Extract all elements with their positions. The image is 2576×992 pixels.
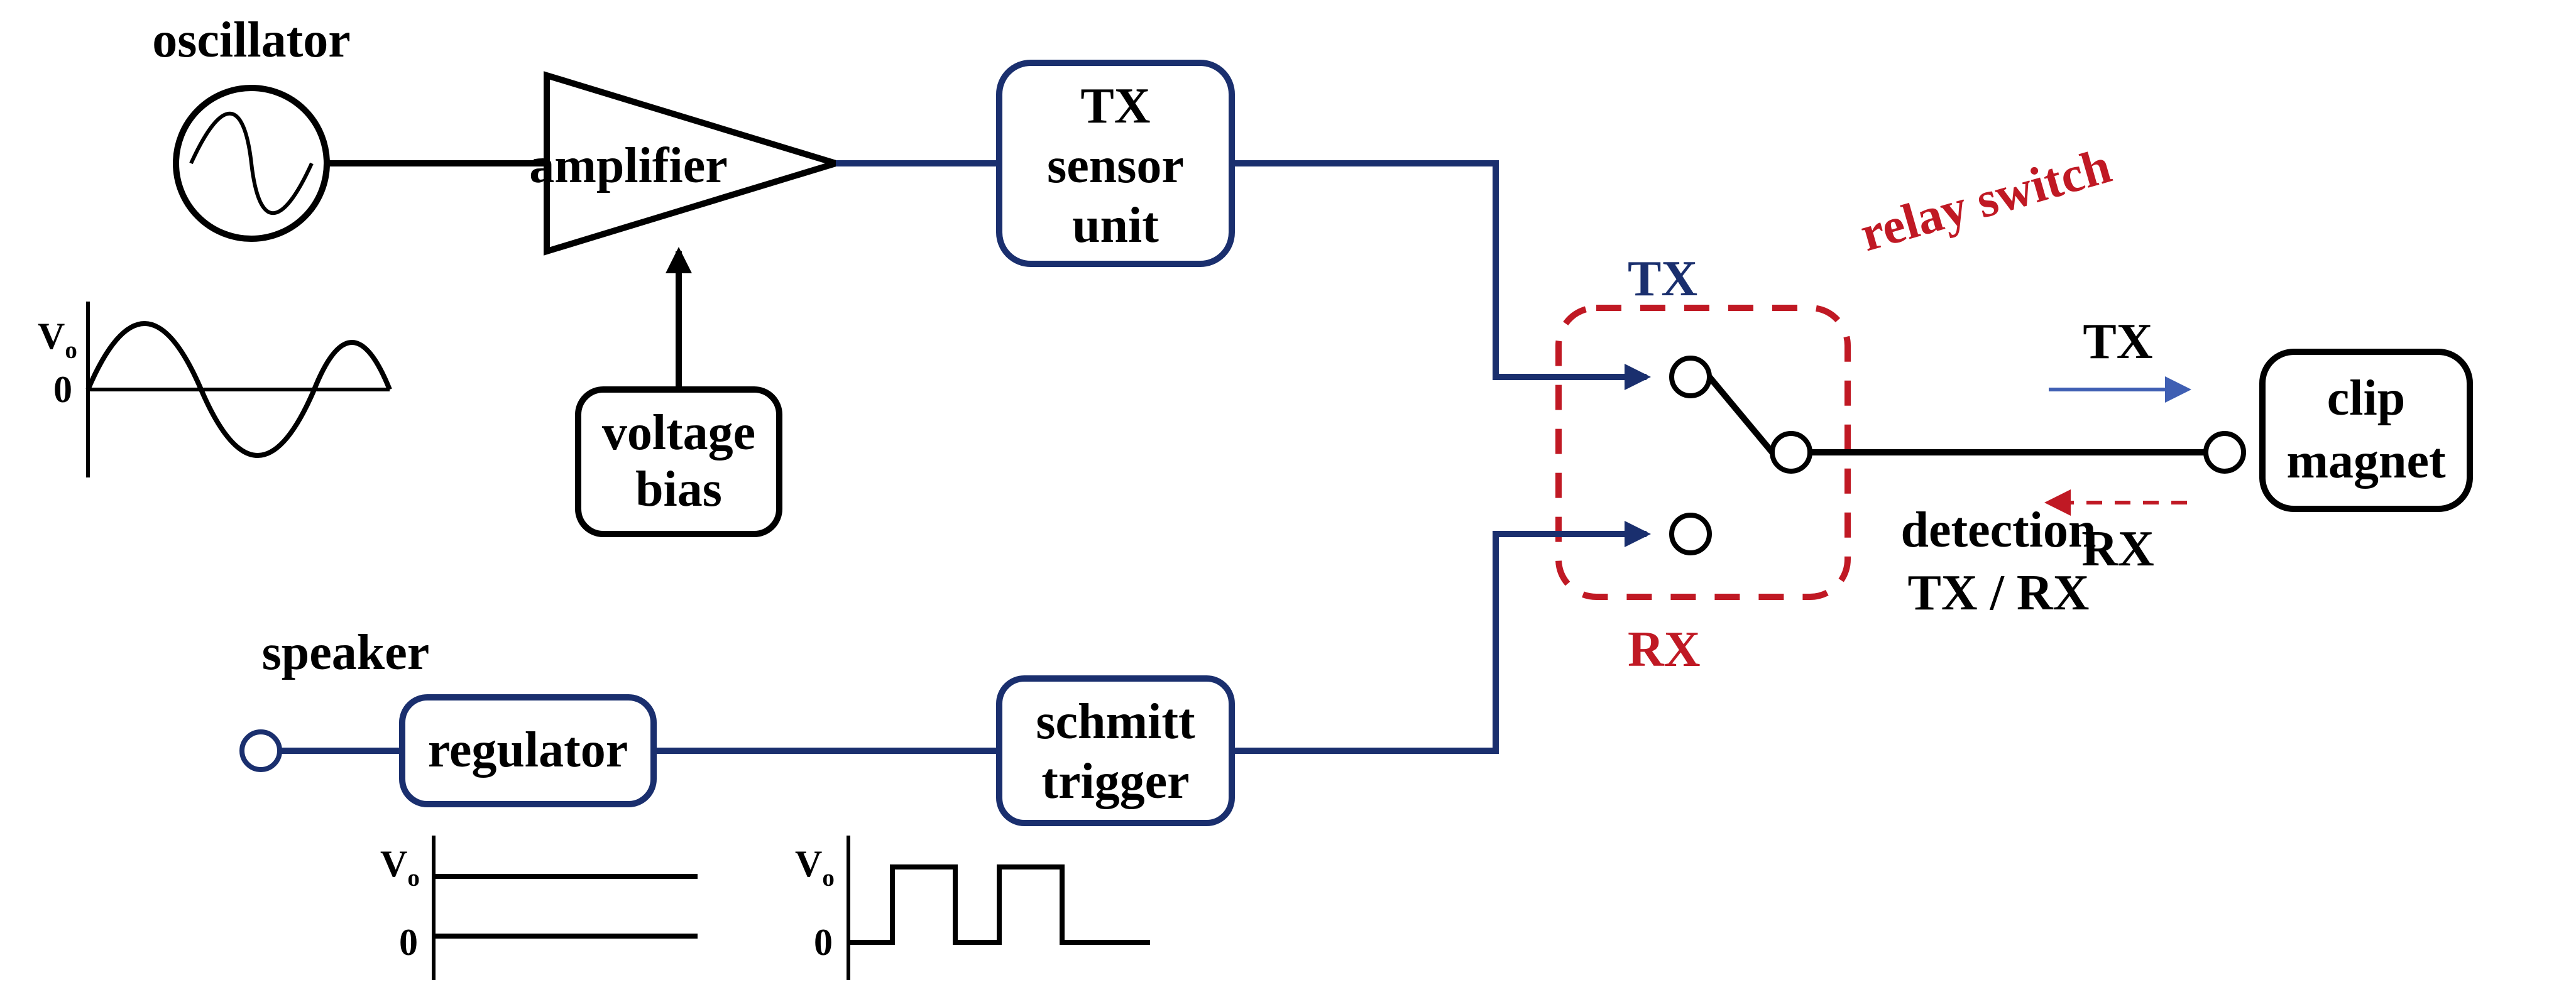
square-plot-curve [848, 867, 1150, 942]
detection-label-l1: detection [1900, 503, 2096, 558]
relay-rx-label: RX [1628, 622, 1701, 677]
sine-zero-label: 0 [53, 369, 72, 410]
relay-switch-label: relay switch [1855, 138, 2117, 262]
wire-tx-to-relay [1232, 163, 1647, 377]
relay-mid-icon [1772, 433, 1810, 471]
speaker-label: speaker [262, 625, 430, 680]
relay-tx-label: TX [1628, 251, 1697, 307]
wire-relay-tx-to-mid [1709, 377, 1772, 452]
clip-magnet-label-l2: magnet [2286, 433, 2446, 489]
schmitt-label-l2: trigger [1041, 754, 1189, 809]
dc-vo-label: Vo [380, 843, 420, 891]
amplifier-label: amplifier [529, 138, 727, 193]
schmitt-label-l1: schmitt [1036, 694, 1195, 749]
rx-arrow-label: RX [2081, 521, 2154, 577]
tx-sensor-label-l2: sensor [1047, 138, 1184, 193]
square-zero-label: 0 [814, 922, 833, 963]
square-vo-label: Vo [795, 843, 835, 891]
voltage-bias-label-l1: voltage [602, 405, 755, 461]
wire-schmitt-to-relay [1232, 534, 1647, 751]
oscillator-label: oscillator [152, 13, 350, 68]
sine-vo-label: Vo [38, 315, 77, 364]
clip-node-icon [2206, 433, 2244, 471]
speaker-node-icon [242, 732, 280, 770]
tx-sensor-label-l1: TX [1080, 79, 1150, 134]
tx-sensor-label-l3: unit [1072, 198, 1159, 253]
relay-tx-icon [1672, 358, 1709, 396]
detection-label-l2: TX / RX [1908, 565, 2090, 621]
dc-zero-label: 0 [399, 922, 418, 963]
voltage-bias-label-l2: bias [635, 462, 722, 517]
tx-arrow-label: TX [2083, 314, 2152, 369]
relay-rx-icon [1672, 515, 1709, 553]
regulator-label: regulator [428, 722, 628, 778]
clip-magnet-label-l1: clip [2327, 371, 2405, 426]
oscillator-sine-icon [191, 114, 312, 213]
